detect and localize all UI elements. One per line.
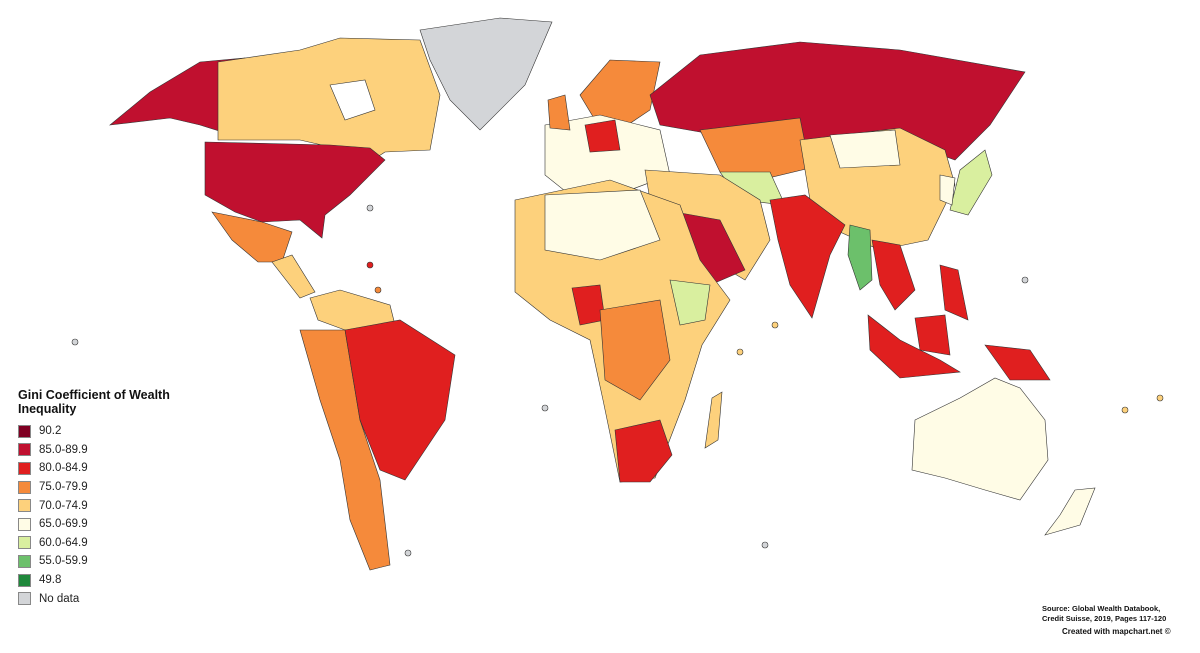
legend: Gini Coefficient of Wealth Inequality 90… — [18, 388, 188, 608]
legend-label: 60.0-64.9 — [39, 536, 88, 549]
legend-swatch — [18, 499, 31, 513]
legend-item: No data — [18, 589, 188, 608]
island — [771, 321, 779, 329]
legend-item: 60.0-64.9 — [18, 534, 188, 553]
legend-title: Gini Coefficient of Wealth Inequality — [18, 388, 170, 416]
usa — [204, 141, 386, 239]
australia — [911, 377, 1049, 501]
legend-item: 90.2 — [18, 422, 188, 441]
borneo — [914, 314, 951, 356]
legend-item: 55.0-59.9 — [18, 552, 188, 571]
legend-label: 80.0-84.9 — [39, 462, 88, 475]
kazakhstan — [699, 117, 811, 181]
legend-item: 85.0-89.9 — [18, 441, 188, 460]
indonesia — [867, 314, 961, 379]
uk — [547, 94, 571, 131]
new-guinea — [984, 344, 1051, 381]
canada — [217, 37, 441, 166]
legend-label: 70.0-74.9 — [39, 499, 88, 512]
east-africa — [669, 279, 711, 326]
legend-item: 75.0-79.9 — [18, 478, 188, 497]
new-zealand — [1044, 487, 1096, 536]
central-europe — [584, 119, 621, 153]
legend-swatch — [18, 554, 31, 568]
mongolia — [829, 129, 901, 169]
legend-swatch — [18, 573, 31, 587]
myanmar — [847, 224, 873, 291]
legend-swatch — [18, 592, 31, 606]
central-africa — [599, 299, 671, 401]
island — [404, 549, 412, 557]
island — [541, 404, 549, 412]
island — [1021, 276, 1029, 284]
central-america — [271, 254, 316, 299]
legend-item: 70.0-74.9 — [18, 496, 188, 515]
legend-item: 49.8 — [18, 571, 188, 590]
brazil — [344, 319, 456, 481]
hudson-bay — [329, 79, 376, 121]
island — [71, 338, 79, 346]
legend-label: 90.2 — [39, 425, 62, 438]
credit: Created with mapchart.net © — [1062, 627, 1171, 636]
legend-label: 75.0-79.9 — [39, 481, 88, 494]
legend-label: 65.0-69.9 — [39, 518, 88, 531]
indochina — [871, 239, 916, 311]
southern-africa — [614, 419, 673, 483]
madagascar — [704, 391, 723, 449]
island — [366, 204, 374, 212]
island — [366, 261, 374, 269]
india — [769, 194, 846, 319]
legend-label: 49.8 — [39, 574, 62, 587]
philippines — [939, 264, 969, 321]
island — [761, 541, 769, 549]
island — [736, 348, 744, 356]
legend-item: 65.0-69.9 — [18, 515, 188, 534]
japan — [949, 149, 993, 216]
legend-swatch — [18, 461, 31, 475]
legend-swatch — [18, 443, 31, 457]
legend-label: 55.0-59.9 — [39, 555, 88, 568]
korea — [939, 174, 956, 206]
legend-swatch — [18, 517, 31, 531]
greenland — [419, 17, 553, 131]
legend-swatch — [18, 536, 31, 550]
legend-label: 85.0-89.9 — [39, 443, 88, 456]
legend-item: 80.0-84.9 — [18, 459, 188, 478]
legend-items: 90.2 85.0-89.9 80.0-84.9 75.0-79.9 70.0-74.9… — [18, 422, 188, 608]
north-africa — [544, 189, 661, 261]
island — [374, 286, 382, 294]
legend-swatch — [18, 480, 31, 494]
legend-label: No data — [39, 592, 80, 605]
legend-swatch — [18, 424, 31, 438]
source-note: Source: Global Wealth Databook, Credit S… — [1042, 604, 1167, 623]
island — [1156, 394, 1164, 402]
island — [1121, 406, 1129, 414]
